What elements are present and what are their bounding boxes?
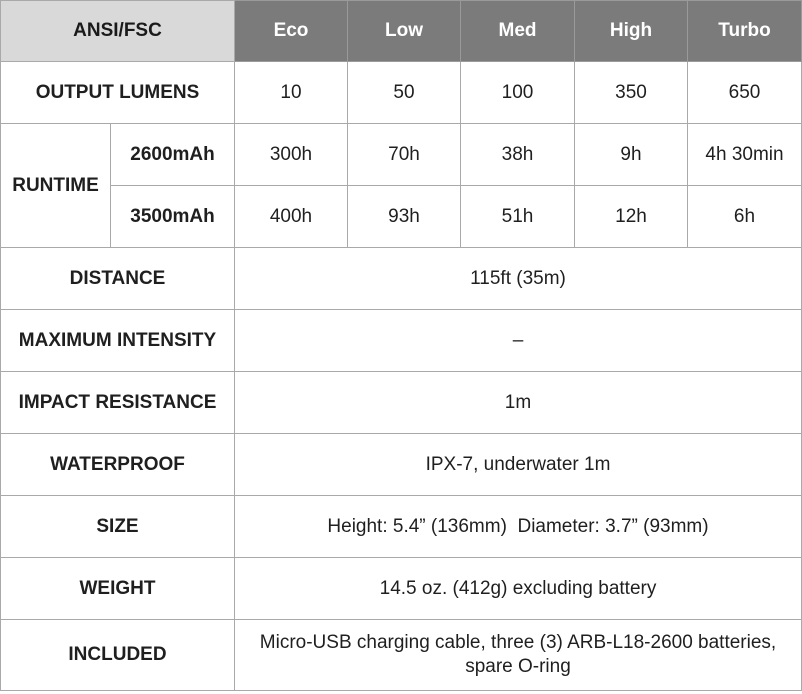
table-cell: 300h: [234, 123, 348, 186]
header-row: ANSI/FSC Eco Low Med High Turbo: [0, 0, 802, 62]
spec-row-size: SIZE Height: 5.4” (136mm) Diameter: 3.7”…: [0, 495, 802, 558]
table-corner-label: ANSI/FSC: [0, 0, 235, 62]
table-cell: 93h: [347, 185, 461, 248]
spec-row-waterproof: WATERPROOF IPX-7, underwater 1m: [0, 433, 802, 496]
row-label-output-lumens: OUTPUT LUMENS: [0, 61, 235, 124]
table-cell: 51h: [460, 185, 575, 248]
mode-header-turbo: Turbo: [687, 0, 802, 62]
table-cell: 400h: [234, 185, 348, 248]
table-cell: 650: [687, 61, 802, 124]
spec-value-included: Micro-USB charging cable, three (3) ARB-…: [234, 619, 802, 691]
spec-value-impact-resistance: 1m: [234, 371, 802, 434]
spec-value-maximum-intensity: –: [234, 309, 802, 372]
spec-value-size: Height: 5.4” (136mm) Diameter: 3.7” (93m…: [234, 495, 802, 558]
row-label-maximum-intensity: MAXIMUM INTENSITY: [0, 309, 235, 372]
mode-header-eco: Eco: [234, 0, 348, 62]
table-cell: 50: [347, 61, 461, 124]
table-cell: 38h: [460, 123, 575, 186]
battery-label-3500: 3500mAh: [110, 185, 235, 248]
spec-value-distance: 115ft (35m): [234, 247, 802, 310]
spec-row-included: INCLUDED Micro-USB charging cable, three…: [0, 619, 802, 691]
row-label-size: SIZE: [0, 495, 235, 558]
spec-value-waterproof: IPX-7, underwater 1m: [234, 433, 802, 496]
mode-header-low: Low: [347, 0, 461, 62]
output-lumens-row: OUTPUT LUMENS 10 50 100 350 650: [0, 61, 802, 124]
spec-row-distance: DISTANCE 115ft (35m): [0, 247, 802, 310]
runtime-row-3500: 3500mAh 400h 93h 51h 12h 6h: [1, 185, 802, 248]
battery-label-2600: 2600mAh: [110, 123, 235, 186]
spec-row-weight: WEIGHT 14.5 oz. (412g) excluding battery: [0, 557, 802, 620]
table-cell: 4h 30min: [687, 123, 802, 186]
table-cell: 9h: [574, 123, 688, 186]
spec-row-maximum-intensity: MAXIMUM INTENSITY –: [0, 309, 802, 372]
row-label-runtime: RUNTIME: [0, 123, 111, 248]
table-cell: 6h: [687, 185, 802, 248]
table-cell: 10: [234, 61, 348, 124]
runtime-row-2600: RUNTIME 2600mAh 300h 70h 38h 9h 4h 30min: [0, 123, 802, 248]
spec-value-weight: 14.5 oz. (412g) excluding battery: [234, 557, 802, 620]
row-label-distance: DISTANCE: [0, 247, 235, 310]
mode-header-med: Med: [460, 0, 575, 62]
table-cell: 350: [574, 61, 688, 124]
row-label-included: INCLUDED: [0, 619, 235, 691]
row-label-weight: WEIGHT: [0, 557, 235, 620]
row-label-impact-resistance: IMPACT RESISTANCE: [0, 371, 235, 434]
mode-header-high: High: [574, 0, 688, 62]
table-cell: 12h: [574, 185, 688, 248]
spec-row-impact-resistance: IMPACT RESISTANCE 1m: [0, 371, 802, 434]
table-cell: 100: [460, 61, 575, 124]
table-cell: 70h: [347, 123, 461, 186]
row-label-waterproof: WATERPROOF: [0, 433, 235, 496]
